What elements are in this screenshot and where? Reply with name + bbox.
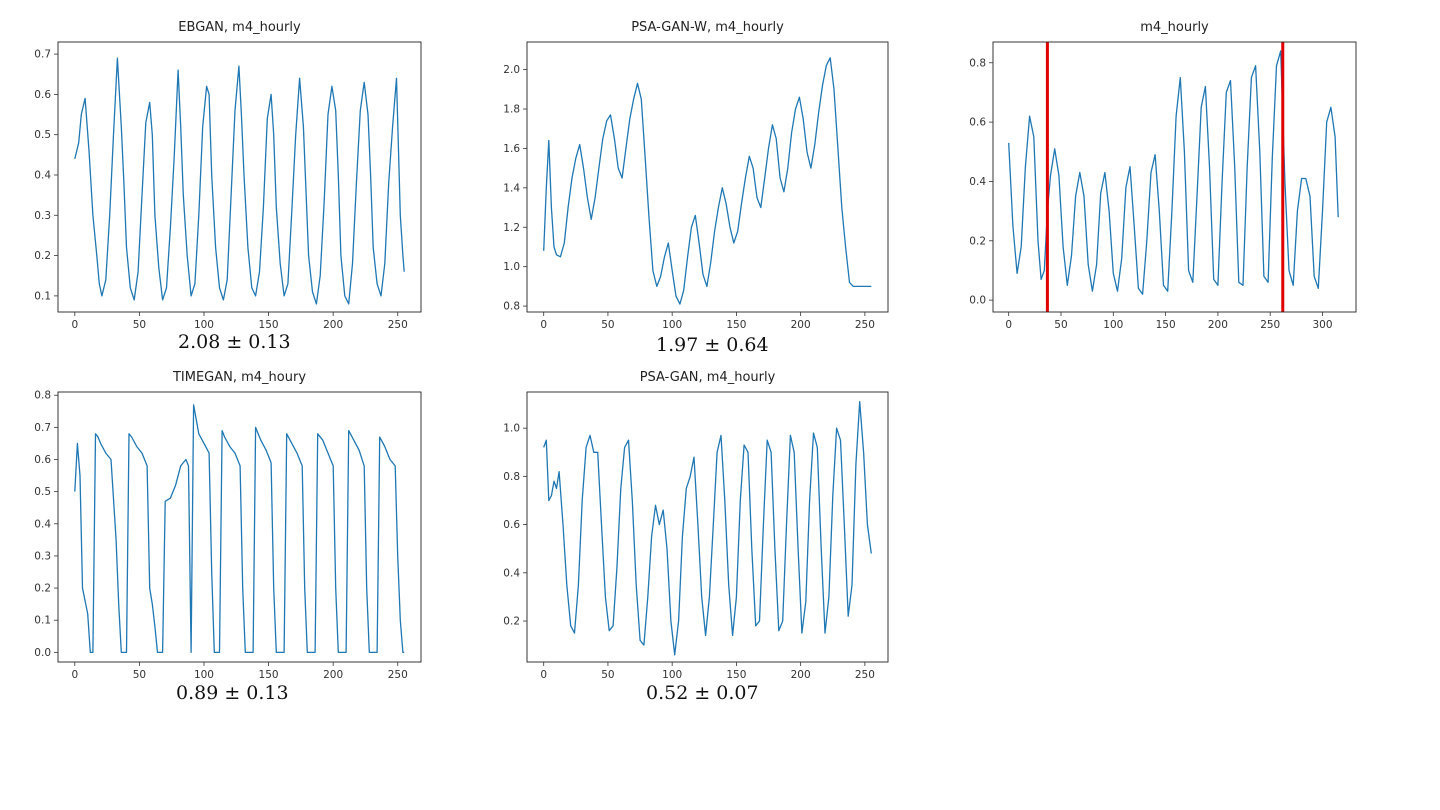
y-tick-label: 0.6: [34, 454, 51, 466]
chart-svg: TIMEGAN, m4_houry 0 50 100 150 200 250 0.0 0.1 0.…: [34, 370, 422, 681]
series-line: [1008, 50, 1339, 295]
x-tick-label: 150: [259, 669, 279, 681]
chart-svg: PSA-GAN, m4_hourly 0 50 100 150 200 250 0.2 0.4 0…: [503, 370, 889, 681]
plot-frame: [526, 391, 889, 663]
plot-frame: [57, 41, 422, 313]
plot-frame: [526, 41, 889, 313]
chart-svg: m4_hourly 0 50 100 150 200 250 300 0.0 0.2 0.4 0.6 0…: [969, 20, 1357, 331]
x-tick-label: 250: [855, 669, 875, 681]
x-tick-label: 100: [1103, 319, 1123, 331]
x-tick-label: 0: [71, 319, 78, 331]
y-tick-label: 0.5: [34, 129, 51, 141]
chart-title: EBGAN, m4_hourly: [178, 20, 301, 35]
x-tick-label: 0: [540, 319, 547, 331]
chart-title: PSA-GAN-W, m4_hourly: [631, 20, 784, 35]
y-tick-label: 0.2: [34, 250, 51, 262]
x-tick-label: 150: [259, 319, 279, 331]
y-tick-label: 1.0: [503, 261, 520, 273]
y-tick-label: 0.2: [34, 583, 51, 595]
x-tick-label: 0: [1005, 319, 1012, 331]
y-tick-label: 0.8: [503, 471, 520, 483]
chart-svg: PSA-GAN-W, m4_hourly 0 50 100 150 200 250 0.8 1.…: [503, 20, 889, 331]
x-tick-label: 100: [662, 669, 682, 681]
series-line: [543, 400, 872, 656]
x-tick-label: 200: [323, 669, 343, 681]
y-tick-label: 0.6: [503, 519, 520, 531]
x-tick-label: 150: [1156, 319, 1176, 331]
y-tick-label: 0.1: [34, 615, 51, 627]
y-tick-label: 0.3: [34, 550, 51, 562]
score-label-timegan: 0.89 ± 0.13: [176, 682, 289, 704]
score-label-psa-gan-w: 1.97 ± 0.64: [656, 334, 769, 356]
y-tick-label: 0.8: [34, 390, 51, 402]
x-tick-label: 50: [601, 319, 614, 331]
x-tick-label: 200: [791, 669, 811, 681]
y-tick-label: 0.4: [34, 169, 51, 181]
x-tick-label: 150: [726, 669, 746, 681]
x-tick-label: 150: [726, 319, 746, 331]
y-tick-label: 0.4: [34, 518, 51, 530]
x-tick-label: 0: [540, 669, 547, 681]
y-tick-label: 0.6: [969, 117, 986, 129]
y-tick-label: 0.6: [34, 89, 51, 101]
plot-frame: [992, 41, 1357, 313]
y-tick-label: 1.0: [503, 423, 520, 435]
x-tick-label: 250: [1260, 319, 1280, 331]
x-tick-label: 250: [388, 669, 408, 681]
score-label-psa-gan: 0.52 ± 0.07: [646, 682, 759, 704]
chart-title: TIMEGAN, m4_houry: [172, 370, 306, 385]
chart-title: m4_hourly: [1140, 20, 1209, 35]
y-tick-label: 1.6: [503, 143, 520, 155]
series-line: [74, 404, 405, 654]
x-tick-label: 50: [133, 669, 146, 681]
y-tick-label: 1.8: [503, 104, 520, 116]
y-tick-label: 0.4: [503, 567, 520, 579]
chart-panel-psa-gan: PSA-GAN, m4_hourly 0 50 100 150 200 250 0.2 0.4 0…: [481, 362, 898, 688]
y-tick-label: 0.7: [34, 422, 51, 434]
plot-frame: [57, 391, 422, 663]
x-tick-label: 250: [388, 319, 408, 331]
y-tick-label: 0.0: [34, 647, 51, 659]
y-tick-label: 0.8: [969, 57, 986, 69]
y-tick-label: 0.3: [34, 210, 51, 222]
y-tick-label: 0.2: [969, 235, 986, 247]
y-tick-label: 2.0: [503, 64, 520, 76]
chart-panel-timegan: TIMEGAN, m4_houry 0 50 100 150 200 250 0.0 0.1 0.…: [12, 362, 431, 688]
y-tick-label: 1.4: [503, 182, 520, 194]
x-tick-label: 100: [194, 669, 214, 681]
x-tick-label: 100: [194, 319, 214, 331]
x-tick-label: 0: [71, 669, 78, 681]
chart-panel-psa-gan-w: PSA-GAN-W, m4_hourly 0 50 100 150 200 250 0.8 1.…: [481, 12, 898, 338]
y-tick-label: 0.2: [503, 616, 520, 628]
x-tick-label: 200: [791, 319, 811, 331]
series-line: [74, 57, 405, 305]
chart-title: PSA-GAN, m4_hourly: [640, 370, 776, 385]
x-tick-label: 200: [1208, 319, 1228, 331]
x-tick-label: 50: [601, 669, 614, 681]
x-tick-label: 100: [662, 319, 682, 331]
y-tick-label: 0.5: [34, 486, 51, 498]
y-tick-label: 0.4: [969, 176, 986, 188]
score-label-ebgan: 2.08 ± 0.13: [178, 331, 291, 353]
chart-panel-m4-hourly: m4_hourly 0 50 100 150 200 250 300 0.0 0.2 0.4 0.6 0…: [947, 12, 1366, 338]
x-tick-label: 250: [855, 319, 875, 331]
x-tick-label: 50: [133, 319, 146, 331]
y-tick-label: 0.0: [969, 295, 986, 307]
y-tick-label: 0.7: [34, 49, 51, 61]
y-tick-label: 1.2: [503, 222, 520, 234]
chart-panel-ebgan: EBGAN, m4_hourly 0 50 100 150 200 250 0.1 0.2 0.3…: [12, 12, 431, 338]
chart-svg: EBGAN, m4_hourly 0 50 100 150 200 250 0.1 0.2 0.3…: [34, 20, 422, 331]
y-tick-label: 0.8: [503, 301, 520, 313]
y-tick-label: 0.1: [34, 290, 51, 302]
series-line: [543, 57, 872, 305]
x-tick-label: 50: [1054, 319, 1067, 331]
x-tick-label: 200: [323, 319, 343, 331]
x-tick-label: 300: [1313, 319, 1333, 331]
